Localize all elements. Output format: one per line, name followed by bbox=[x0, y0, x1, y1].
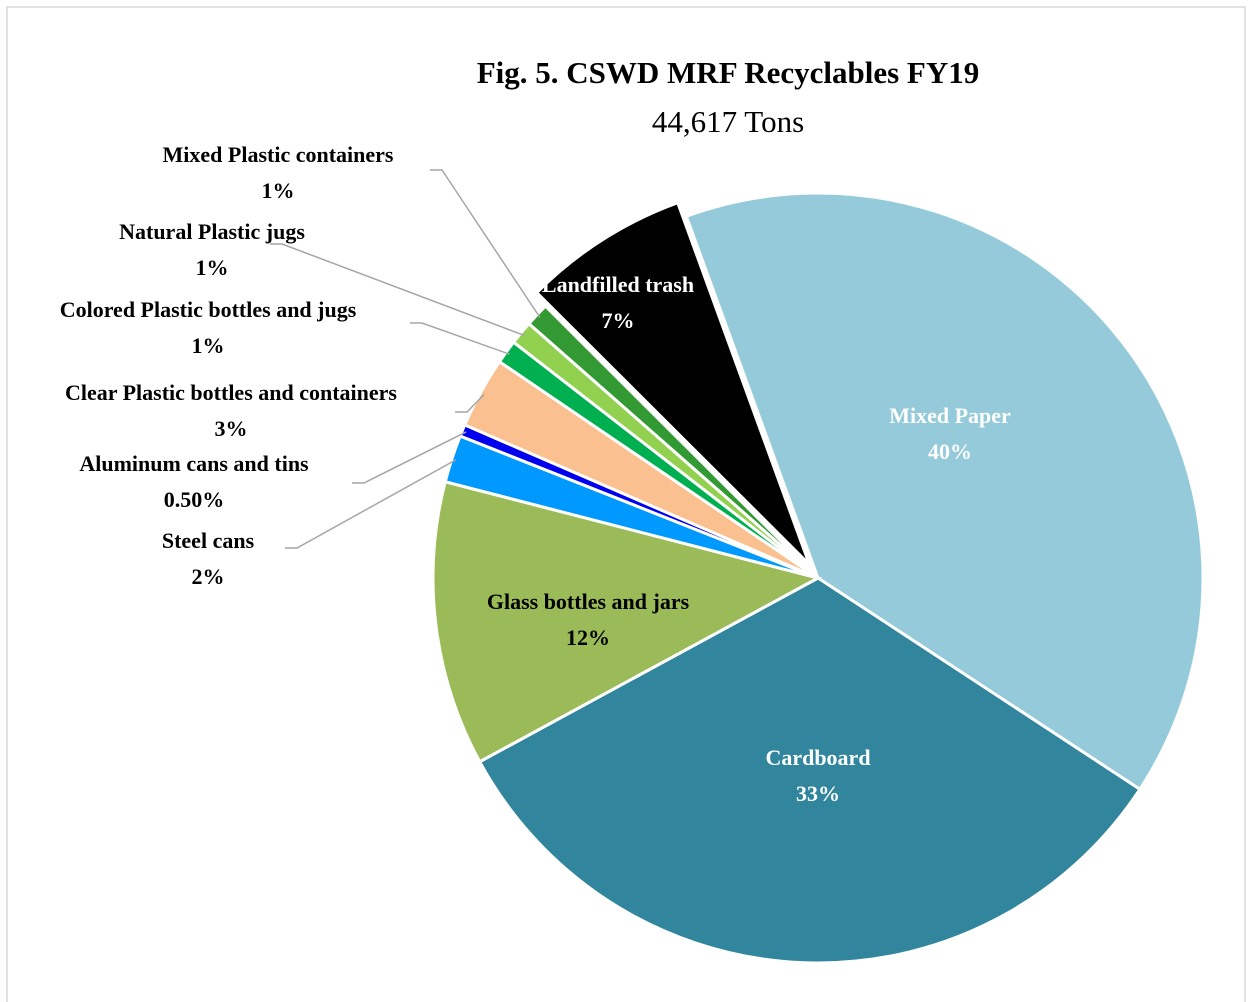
pie-slice bbox=[431, 479, 823, 764]
leader-line bbox=[270, 243, 525, 337]
slice-value-label: 1% bbox=[262, 178, 295, 203]
slice-value-label: 3% bbox=[215, 416, 248, 441]
pie-slice bbox=[526, 303, 820, 580]
pie-slice bbox=[684, 191, 1205, 792]
slice-value-label: 7% bbox=[602, 308, 635, 333]
slice-category-label: Landfilled trash bbox=[542, 272, 694, 297]
leader-line bbox=[352, 431, 467, 484]
leader-line bbox=[455, 393, 485, 413]
leader-line bbox=[410, 322, 510, 355]
slice-value-label: 0.50% bbox=[164, 487, 225, 512]
slice-value-label: 2% bbox=[192, 564, 225, 589]
slice-category-label: Glass bottles and jars bbox=[487, 589, 690, 614]
chart-subtitle: 44,617 Tons bbox=[652, 104, 804, 139]
slice-value-label: 1% bbox=[192, 333, 225, 358]
pie-slice bbox=[477, 576, 1142, 965]
leader-line bbox=[285, 459, 457, 549]
slice-category-label: Clear Plastic bottles and containers bbox=[65, 380, 397, 405]
chart-title: Fig. 5. CSWD MRF Recyclables FY19 bbox=[477, 55, 980, 90]
slice-category-label: Mixed Paper bbox=[889, 403, 1011, 428]
slice-value-label: 1% bbox=[196, 255, 229, 280]
leader-line bbox=[430, 169, 541, 318]
pie-slice bbox=[534, 200, 811, 566]
slice-category-label: Mixed Plastic containers bbox=[163, 142, 394, 167]
slice-category-label: Colored Plastic bottles and jugs bbox=[60, 297, 357, 322]
slice-value-label: 33% bbox=[796, 781, 840, 806]
slice-category-label: Natural Plastic jugs bbox=[119, 219, 305, 244]
slice-value-label: 12% bbox=[566, 625, 610, 650]
slice-category-label: Cardboard bbox=[765, 745, 870, 770]
slice-category-label: Steel cans bbox=[162, 528, 255, 553]
slice-category-label: Aluminum cans and tins bbox=[79, 451, 309, 476]
slice-value-label: 40% bbox=[928, 439, 972, 464]
